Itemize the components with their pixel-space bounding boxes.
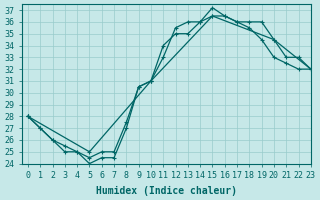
- X-axis label: Humidex (Indice chaleur): Humidex (Indice chaleur): [96, 186, 237, 196]
